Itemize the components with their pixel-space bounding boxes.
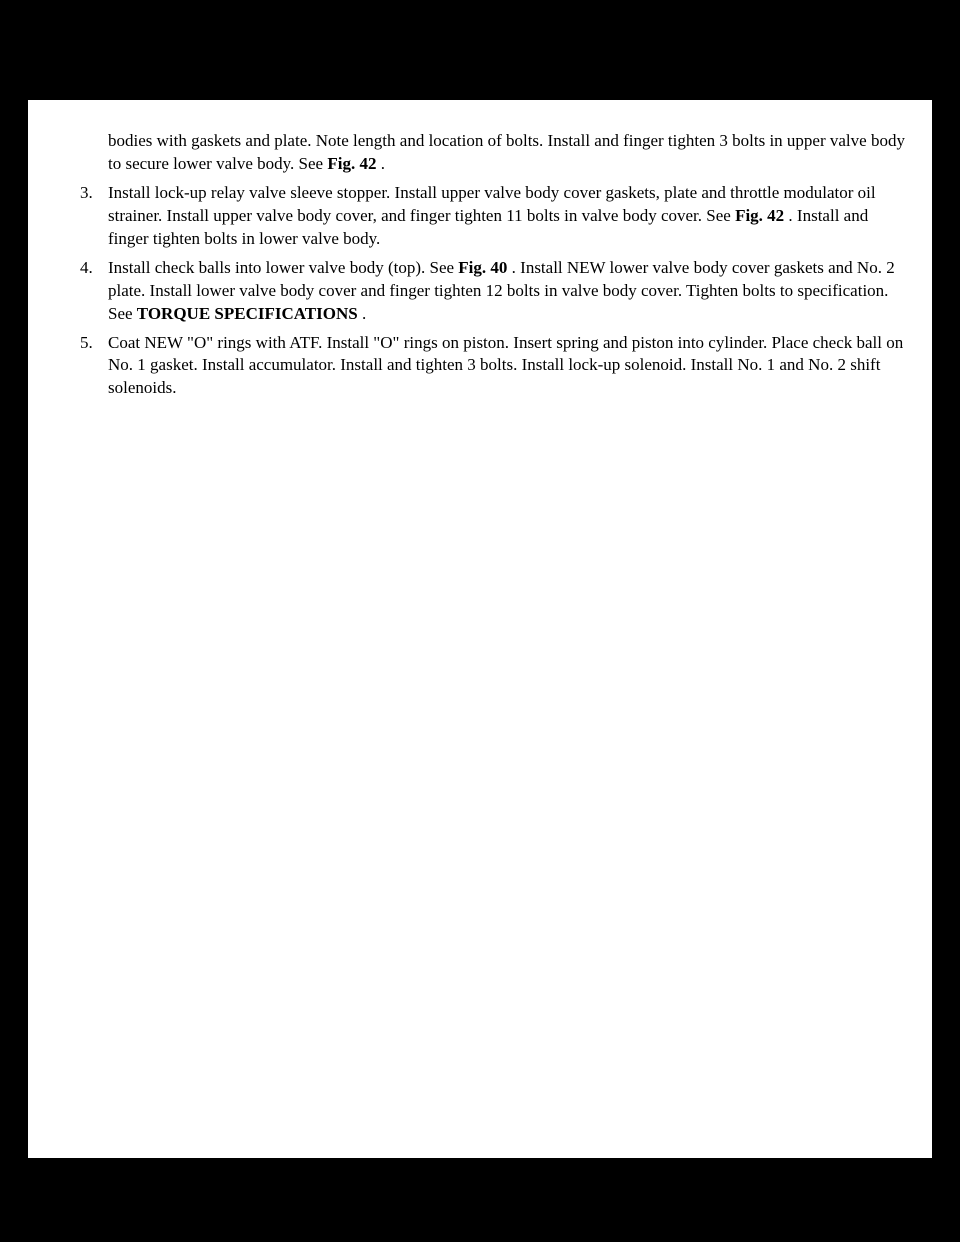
figure-ref: Fig. 40 [458, 258, 507, 277]
list-item-continuation: bodies with gaskets and plate. Note leng… [108, 130, 912, 176]
instruction-list: bodies with gaskets and plate. Note leng… [48, 130, 912, 400]
list-item-4: Install check balls into lower valve bod… [108, 257, 912, 326]
figure-ref: Fig. 42 [735, 206, 784, 225]
body-text: Install check balls into lower valve bod… [108, 258, 458, 277]
body-text: Coat NEW "O" rings with ATF. Install "O"… [108, 333, 903, 398]
watermark-text: carmanualsonline.info [673, 1202, 938, 1230]
list-item-5: Coat NEW "O" rings with ATF. Install "O"… [108, 332, 912, 401]
body-text: . [376, 154, 385, 173]
document-page: bodies with gaskets and plate. Note leng… [28, 100, 932, 1158]
list-item-3: Install lock-up relay valve sleeve stopp… [108, 182, 912, 251]
body-text: . [358, 304, 367, 323]
figure-ref: Fig. 42 [327, 154, 376, 173]
torque-spec-ref: TORQUE SPECIFICATIONS [137, 304, 358, 323]
body-text: bodies with gaskets and plate. Note leng… [108, 131, 905, 173]
